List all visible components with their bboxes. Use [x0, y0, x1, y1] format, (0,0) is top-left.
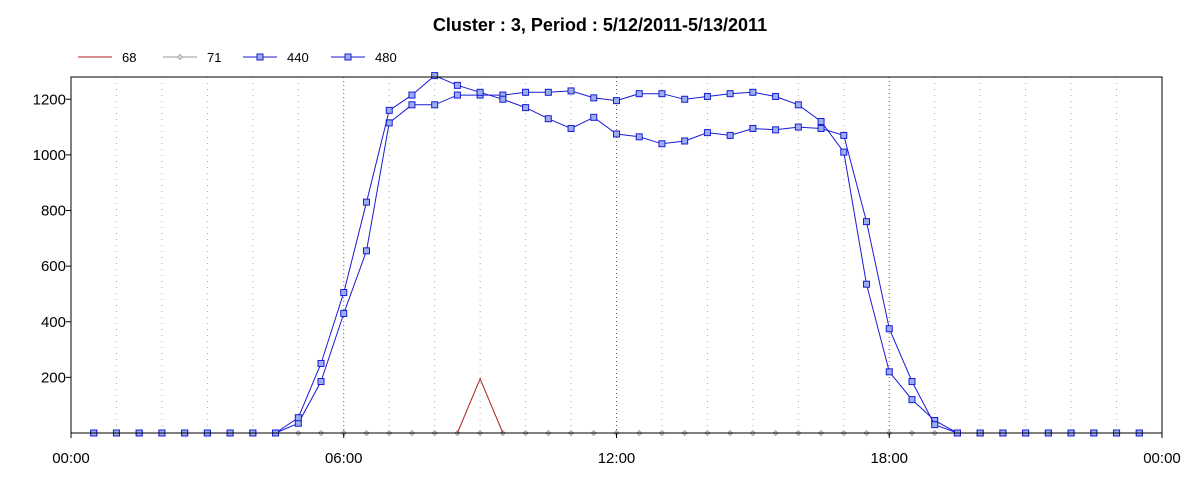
- data-point-480: [772, 92, 780, 100]
- legend-item-71: 71: [163, 50, 221, 65]
- data-point-440: [522, 104, 530, 112]
- data-point-440: [499, 95, 507, 103]
- chart-title: Cluster : 3, Period : 5/12/2011-5/13/201…: [433, 15, 767, 35]
- data-point-480: [408, 101, 416, 109]
- data-point-440: [340, 289, 348, 297]
- data-point-440: [908, 378, 916, 386]
- data-point-440: [431, 72, 439, 80]
- data-point-440: [590, 113, 598, 121]
- data-point-480: [726, 90, 734, 98]
- data-point-480: [703, 92, 711, 100]
- legend: 68 71 440 480: [78, 50, 397, 65]
- x-tick-label: 06:00: [325, 450, 363, 467]
- y-tick-label: 600: [41, 258, 66, 275]
- data-point-480: [567, 87, 575, 95]
- data-point-480: [817, 118, 825, 125]
- data-point-480: [635, 90, 643, 98]
- data-point-440: [317, 359, 325, 367]
- legend-item-480: 480: [331, 50, 397, 65]
- data-point-440: [863, 218, 871, 226]
- data-point-440: [294, 414, 302, 422]
- y-tick-label: 1200: [33, 91, 66, 108]
- data-point-440: [817, 124, 825, 132]
- data-point-440: [658, 140, 666, 148]
- data-point-480: [544, 88, 552, 96]
- y-tick-label: 200: [41, 369, 66, 386]
- data-point-440: [772, 126, 780, 134]
- data-point-480: [522, 88, 530, 96]
- legend-swatch-marker: [344, 53, 352, 61]
- data-point-440: [408, 91, 416, 99]
- data-point-480: [613, 97, 620, 105]
- data-point-440: [635, 133, 643, 141]
- data-point-440: [840, 131, 848, 139]
- data-point-440: [749, 124, 757, 132]
- legend-label: 68: [122, 50, 136, 65]
- series-68: [456, 377, 504, 434]
- data-point-440: [385, 106, 393, 114]
- axes: 00:00 06:00 12:00 18:00 00:00 200 400 600 800 100…: [33, 91, 1181, 467]
- data-point-440: [794, 123, 802, 131]
- data-point-440: [931, 421, 939, 429]
- data-point-480: [658, 90, 666, 98]
- data-point-480: [794, 101, 802, 109]
- data-point-480: [590, 94, 598, 102]
- legend-swatch-marker: [176, 53, 184, 61]
- data-point-440: [703, 129, 711, 137]
- data-point-440: [885, 325, 893, 333]
- legend-item-68: 68: [78, 50, 136, 65]
- data-point-440: [362, 198, 370, 206]
- x-tick-label: 00:00: [1143, 450, 1181, 467]
- data-point-480: [681, 95, 689, 103]
- series-line-68: [456, 377, 504, 434]
- legend-label: 71: [207, 50, 221, 65]
- legend-label: 480: [375, 50, 397, 65]
- x-tick-label: 00:00: [52, 450, 90, 467]
- data-point-440: [453, 81, 461, 89]
- data-point-480: [340, 309, 348, 317]
- x-tick-label: 18:00: [870, 450, 908, 467]
- data-point-480: [749, 88, 757, 96]
- data-point-480: [885, 368, 893, 376]
- data-point-480: [908, 396, 916, 404]
- data-point-480: [453, 91, 461, 99]
- x-tick-label: 12:00: [598, 450, 636, 467]
- y-tick-label: 400: [41, 314, 66, 331]
- grid: [115, 77, 1118, 433]
- legend-swatch-marker: [256, 53, 264, 61]
- y-tick-label: 800: [41, 203, 66, 220]
- data-point-440: [567, 124, 575, 132]
- data-point-440: [726, 131, 734, 139]
- data-point-440: [681, 137, 689, 145]
- legend-item-440: 440: [243, 50, 309, 65]
- data-point-480: [431, 101, 439, 109]
- data-point-480: [840, 148, 848, 156]
- data-point-480: [863, 280, 871, 288]
- data-point-480: [362, 247, 370, 255]
- y-tick-label: 1000: [33, 147, 66, 164]
- data-point-440: [544, 115, 552, 123]
- legend-label: 440: [287, 50, 309, 65]
- data-point-440: [613, 130, 620, 138]
- data-point-440: [476, 88, 484, 96]
- plot-frame: [70, 76, 1163, 434]
- data-point-480: [317, 378, 325, 386]
